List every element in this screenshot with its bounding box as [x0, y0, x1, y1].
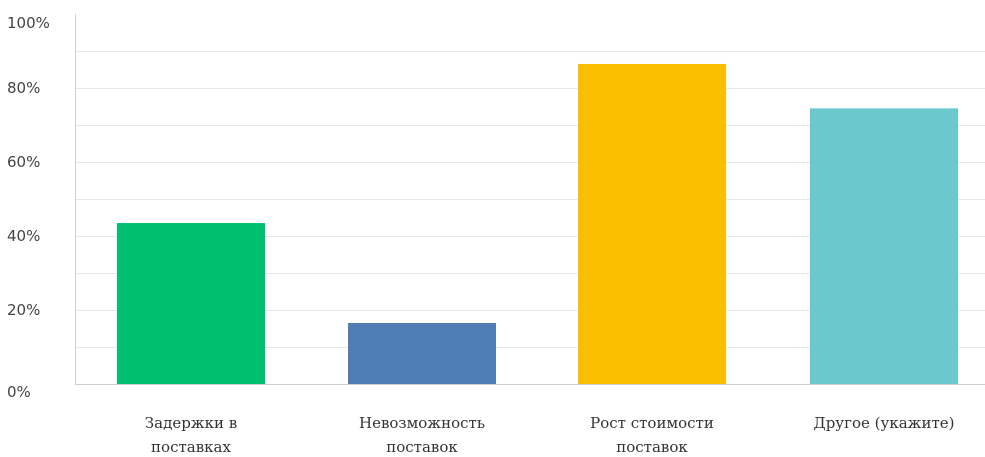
- y-tick-label: 100%: [7, 14, 50, 32]
- y-tick-label: 20%: [7, 301, 40, 319]
- x-tick-label-line: поставок: [616, 438, 688, 456]
- x-tick-label-line: Невозможность: [359, 414, 485, 432]
- x-tick-label: Задержки в поставках: [145, 414, 237, 456]
- x-tick-label-line: Задержки в: [145, 414, 237, 432]
- bar: [348, 322, 496, 384]
- x-tick-label-line: Другое (укажите): [814, 414, 955, 432]
- y-tick-label: 80%: [7, 79, 40, 97]
- y-tick-label: 60%: [7, 153, 40, 171]
- x-tick-label: Невозможность поставок: [359, 414, 485, 456]
- x-tick-label: Другое (укажите): [814, 414, 955, 432]
- bar: [578, 63, 726, 384]
- labels: 0% 20% 40% 60% 80% 100% Задержки в поставках Нев…: [7, 14, 954, 456]
- bar: [810, 108, 958, 384]
- y-tick-label: 40%: [7, 227, 40, 245]
- x-tick-label: Рост стоимости поставок: [590, 414, 714, 456]
- x-tick-label-line: поставках: [151, 438, 231, 456]
- bars: [117, 63, 958, 384]
- y-tick-label: 0%: [7, 383, 31, 401]
- x-tick-label-line: поставок: [386, 438, 458, 456]
- axes: [75, 14, 985, 385]
- bar: [117, 223, 265, 384]
- x-tick-label-line: Рост стоимости: [590, 414, 714, 432]
